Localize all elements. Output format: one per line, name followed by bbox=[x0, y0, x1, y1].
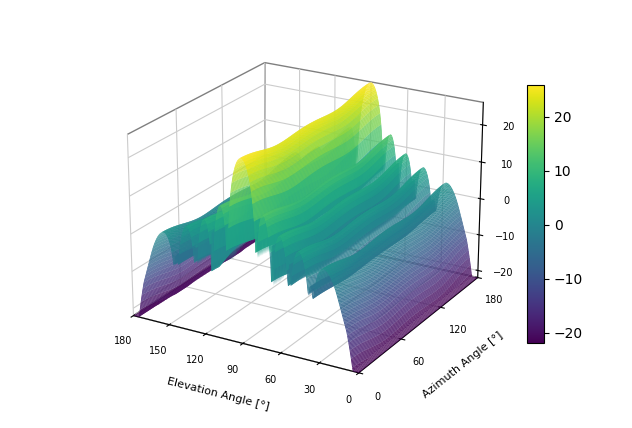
Y-axis label: Azimuth Angle [°]: Azimuth Angle [°] bbox=[420, 330, 504, 400]
X-axis label: Elevation Angle [°]: Elevation Angle [°] bbox=[166, 377, 270, 412]
